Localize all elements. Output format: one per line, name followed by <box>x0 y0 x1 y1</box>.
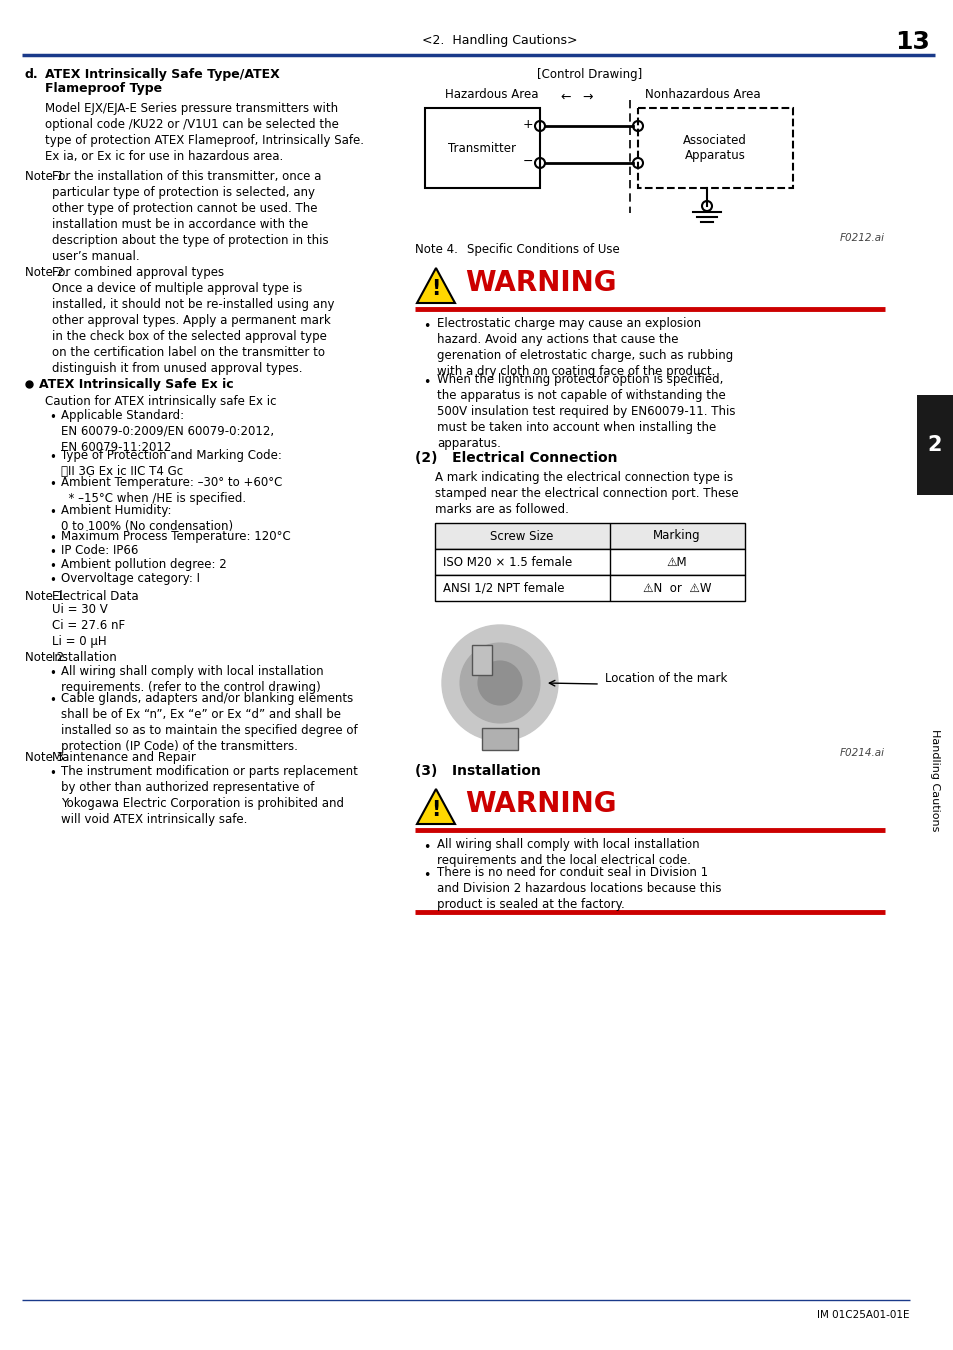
Text: •: • <box>49 694 56 707</box>
Text: Ambient pollution degree: 2: Ambient pollution degree: 2 <box>61 558 227 571</box>
Bar <box>424 108 539 188</box>
Text: F0214.ai: F0214.ai <box>840 748 884 757</box>
Text: •: • <box>49 506 56 518</box>
Text: •: • <box>422 841 430 855</box>
Text: IP Code: IP66: IP Code: IP66 <box>61 544 138 558</box>
Text: Caution for ATEX intrinsically safe Ex ic: Caution for ATEX intrinsically safe Ex i… <box>45 396 276 408</box>
Circle shape <box>477 662 521 705</box>
Text: All wiring shall comply with local installation
requirements and the local elect: All wiring shall comply with local insta… <box>436 838 699 867</box>
Text: •: • <box>49 451 56 464</box>
Bar <box>435 522 744 549</box>
Text: Location of the mark: Location of the mark <box>604 671 726 684</box>
Text: Maintenance and Repair: Maintenance and Repair <box>52 751 195 764</box>
Text: Model EJX/EJA-E Series pressure transmitters with
optional code /KU22 or /V1U1 c: Model EJX/EJA-E Series pressure transmit… <box>45 103 364 163</box>
Text: 13: 13 <box>894 30 929 54</box>
Bar <box>435 575 744 601</box>
Text: A mark indicating the electrical connection type is
stamped near the electrical : A mark indicating the electrical connect… <box>435 471 738 516</box>
Text: Note 3.: Note 3. <box>25 751 68 764</box>
Text: WARNING: WARNING <box>464 790 616 818</box>
Text: d.: d. <box>25 68 38 81</box>
Bar <box>472 645 492 675</box>
Text: Marking: Marking <box>653 529 700 543</box>
Text: −: − <box>522 155 533 167</box>
Text: •: • <box>49 478 56 491</box>
Text: All wiring shall comply with local installation
requirements. (refer to the cont: All wiring shall comply with local insta… <box>61 666 323 694</box>
Text: +: + <box>522 117 533 131</box>
Text: Handling Cautions: Handling Cautions <box>929 729 939 832</box>
Text: ATEX Intrinsically Safe Ex ic: ATEX Intrinsically Safe Ex ic <box>39 378 233 392</box>
Text: •: • <box>49 410 56 424</box>
Text: IM 01C25A01-01E: IM 01C25A01-01E <box>817 1310 909 1320</box>
Text: Transmitter: Transmitter <box>448 142 516 154</box>
Bar <box>481 728 517 751</box>
Circle shape <box>441 625 558 741</box>
Text: (2)   Electrical Connection: (2) Electrical Connection <box>415 451 617 464</box>
Text: Note 1.: Note 1. <box>25 590 68 603</box>
Text: ISO M20 × 1.5 female: ISO M20 × 1.5 female <box>442 555 572 568</box>
Bar <box>638 108 792 188</box>
Text: Ambient Temperature: –30° to +60°C
  * –15°C when /HE is specified.: Ambient Temperature: –30° to +60°C * –15… <box>61 477 282 505</box>
Text: Electrical Data: Electrical Data <box>52 590 138 603</box>
Bar <box>435 549 744 575</box>
Text: ←: ← <box>559 90 570 104</box>
Text: Overvoltage category: I: Overvoltage category: I <box>61 572 200 585</box>
Text: Maximum Process Temperature: 120°C: Maximum Process Temperature: 120°C <box>61 531 291 543</box>
Text: When the lightning protector option is specified,
the apparatus is not capable o: When the lightning protector option is s… <box>436 373 735 450</box>
Text: Screw Size: Screw Size <box>490 529 553 543</box>
Circle shape <box>459 643 539 724</box>
Text: ⚠M: ⚠M <box>666 555 686 568</box>
Text: Note 2.: Note 2. <box>25 266 68 279</box>
Text: F0212.ai: F0212.ai <box>840 234 884 243</box>
Text: Cable glands, adapters and/or blanking elements
shall be of Ex “n”, Ex “e” or Ex: Cable glands, adapters and/or blanking e… <box>61 693 357 753</box>
Text: !: ! <box>431 279 440 298</box>
Text: →: → <box>581 90 592 104</box>
Text: •: • <box>422 377 430 389</box>
Text: Specific Conditions of Use: Specific Conditions of Use <box>467 243 619 256</box>
Text: Ambient Humidity:
0 to 100% (No condensation): Ambient Humidity: 0 to 100% (No condensa… <box>61 504 233 533</box>
Text: <2.  Handling Cautions>: <2. Handling Cautions> <box>422 34 578 47</box>
Text: ⚠N  or  ⚠W: ⚠N or ⚠W <box>642 582 711 594</box>
Text: For the installation of this transmitter, once a
particular type of protection i: For the installation of this transmitter… <box>52 170 328 263</box>
Text: Note 2.: Note 2. <box>25 651 68 664</box>
Text: •: • <box>422 320 430 333</box>
Bar <box>916 396 953 495</box>
Text: (3)   Installation: (3) Installation <box>415 764 540 778</box>
Text: Type of Protection and Marking Code:
ⓇII 3G Ex ic IIC T4 Gc: Type of Protection and Marking Code: ⓇII… <box>61 450 281 478</box>
Text: Hazardous Area: Hazardous Area <box>444 88 537 101</box>
Text: Applicable Standard:
EN 60079-0:2009/EN 60079-0:2012,
EN 60079-11:2012: Applicable Standard: EN 60079-0:2009/EN … <box>61 409 274 454</box>
Text: •: • <box>49 667 56 680</box>
Text: •: • <box>422 869 430 882</box>
Text: Nonhazardous Area: Nonhazardous Area <box>644 88 760 101</box>
Text: There is no need for conduit seal in Division 1
and Division 2 hazardous locatio: There is no need for conduit seal in Div… <box>436 865 720 911</box>
Text: •: • <box>49 545 56 559</box>
Text: For combined approval types
Once a device of multiple approval type is
installed: For combined approval types Once a devic… <box>52 266 335 375</box>
Text: Electrostatic charge may cause an explosion
hazard. Avoid any actions that cause: Electrostatic charge may cause an explos… <box>436 317 733 378</box>
Text: Note 1.: Note 1. <box>25 170 68 184</box>
Text: •: • <box>49 767 56 780</box>
Text: ATEX Intrinsically Safe Type/ATEX: ATEX Intrinsically Safe Type/ATEX <box>45 68 279 81</box>
Text: 2: 2 <box>926 435 942 455</box>
Text: WARNING: WARNING <box>464 269 616 297</box>
Text: Ui = 30 V
Ci = 27.6 nF
Li = 0 μH: Ui = 30 V Ci = 27.6 nF Li = 0 μH <box>52 603 125 648</box>
Text: Installation: Installation <box>52 651 117 664</box>
Text: •: • <box>49 560 56 572</box>
Polygon shape <box>416 269 455 302</box>
Text: ANSI 1/2 NPT female: ANSI 1/2 NPT female <box>442 582 564 594</box>
Polygon shape <box>416 788 455 824</box>
Text: Associated
Apparatus: Associated Apparatus <box>682 134 746 162</box>
Text: Note 4.: Note 4. <box>415 243 457 256</box>
Text: !: ! <box>431 801 440 819</box>
Text: •: • <box>49 574 56 587</box>
Text: [Control Drawing]: [Control Drawing] <box>537 68 642 81</box>
Text: Flameproof Type: Flameproof Type <box>45 82 162 94</box>
Text: •: • <box>49 532 56 545</box>
Text: The instrument modification or parts replacement
by other than authorized repres: The instrument modification or parts rep… <box>61 765 357 826</box>
